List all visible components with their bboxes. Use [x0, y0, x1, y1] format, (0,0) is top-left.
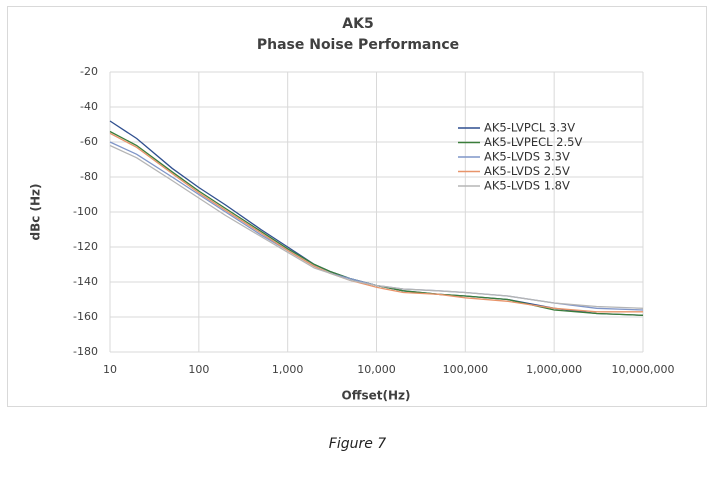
chart-title: AK5	[342, 16, 373, 32]
y-tick-label: -100	[73, 205, 98, 218]
chart: AK5 Phase Noise Performance Offset(Hz) d…	[7, 6, 707, 407]
y-tick-label: -40	[80, 100, 98, 113]
y-tick-label: -140	[73, 275, 98, 288]
y-tick-label: -80	[80, 170, 98, 183]
series-line	[109, 130, 644, 316]
x-tick-label: 1,000,000	[526, 363, 582, 376]
legend-label: AK5-LVPCL 3.3V	[484, 121, 575, 135]
y-tick-label: -180	[73, 345, 98, 358]
y-tick-label: -20	[80, 65, 98, 78]
y-tick-label: -120	[73, 240, 98, 253]
x-tick-label: 10,000	[357, 363, 396, 376]
x-tick-label: 10	[103, 363, 117, 376]
chart-frame	[7, 6, 707, 407]
y-tick-label: -160	[73, 310, 98, 323]
y-tick-label: -60	[80, 135, 98, 148]
x-tick-label: 1,000	[272, 363, 304, 376]
x-tick-label: 100,000	[443, 363, 489, 376]
series-line	[109, 144, 644, 309]
chart-subtitle: Phase Noise Performance	[257, 37, 459, 53]
x-tick-label: 10,000,000	[612, 363, 675, 376]
x-tick-label: 100	[188, 363, 209, 376]
legend-label: AK5-LVDS 1.8V	[484, 179, 570, 193]
legend-label: AK5-LVPECL 2.5V	[484, 135, 582, 149]
figure-caption: Figure 7	[328, 436, 387, 452]
legend-label: AK5-LVDS 3.3V	[484, 150, 570, 164]
x-axis-label: Offset(Hz)	[342, 389, 411, 403]
legend-label: AK5-LVDS 2.5V	[484, 164, 570, 178]
y-axis-label: dBc (Hz)	[29, 183, 43, 240]
